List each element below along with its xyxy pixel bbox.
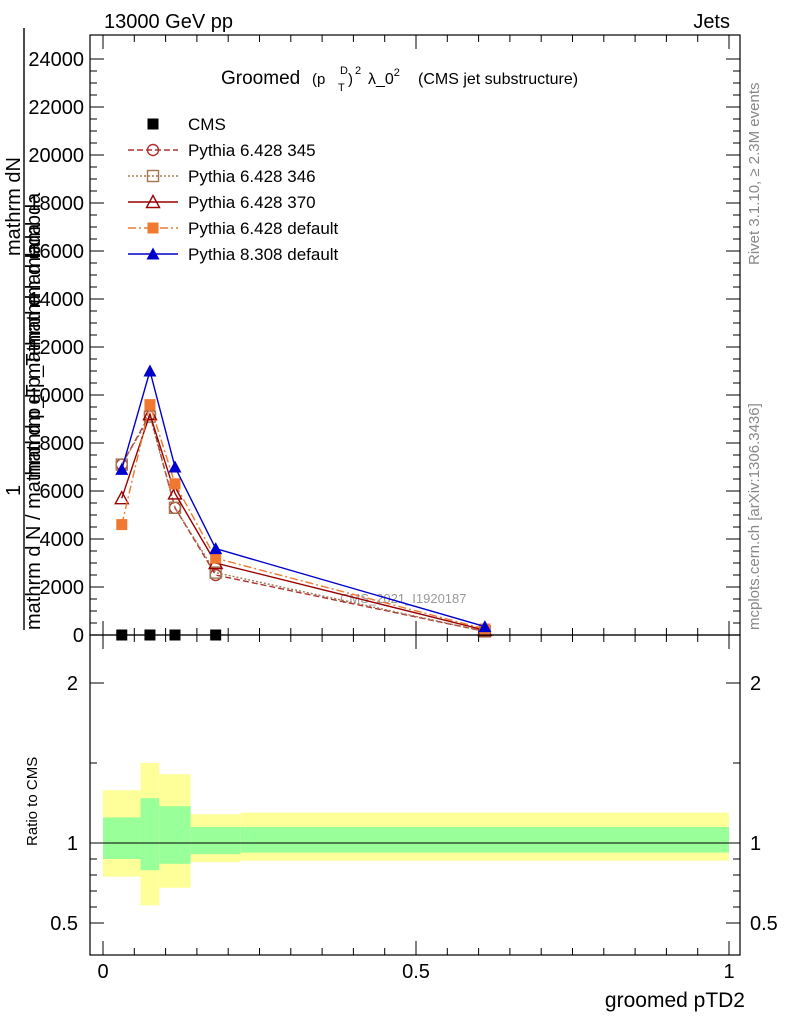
x-axis-label: groomed pTD2: [605, 989, 745, 1012]
y-tick-label: 6000: [40, 481, 85, 503]
y-label-line-4: mathrm d N / mathrm d p_T mathrm d lambd…: [23, 223, 45, 630]
legend-label: CMS: [188, 115, 226, 134]
plot-title-lambda-text: λ_0: [368, 71, 394, 88]
ratio-y-tick-label: 0.5: [50, 913, 78, 935]
y-tick-label: 0: [73, 625, 84, 647]
main-plot: 0 2000 4000 6000 8000 10000 12000 14000 16000 180…: [3, 28, 741, 647]
legend-label: Pythia 8.308 default: [188, 245, 339, 264]
data-point: [168, 501, 182, 514]
y-label-line-2: mathrm d p_T mathrm d lambda: [23, 192, 45, 478]
ratio-y-tick-label: 1: [67, 833, 78, 855]
ratio-band-green: [190, 827, 241, 855]
data-point: [144, 399, 156, 411]
legend-marker: [145, 194, 161, 209]
ratio-band-green: [103, 817, 141, 859]
ratio-bands: [103, 763, 729, 906]
data-point: [115, 462, 129, 475]
y-label-line-1: mathrm dN: [3, 157, 25, 256]
header-right: Jets: [693, 11, 730, 33]
plot-title-lambda-sup: 2: [394, 67, 400, 79]
ratio-y-tick-label-right: 0.5: [750, 913, 778, 935]
main-x-axis: [102, 35, 730, 635]
legend-marker: [146, 143, 160, 157]
y-tick-label: 22000: [28, 97, 84, 119]
data-point: [167, 485, 183, 500]
ratio-band-green: [240, 827, 729, 853]
data-point: [169, 478, 181, 490]
data-point: [114, 490, 130, 505]
series-line: [121, 414, 486, 633]
plot-title-word: Groomed: [221, 68, 300, 89]
legend-marker: [147, 222, 159, 234]
data-point: [210, 552, 222, 564]
data-point: [209, 542, 223, 555]
plot-title-subT: T: [338, 82, 345, 94]
y-tick-label: 24000: [28, 49, 84, 71]
ratio-y-tick-label-right: 1: [750, 833, 761, 855]
legend-marker: [146, 247, 160, 260]
data-point: [116, 519, 128, 531]
plot-title-tail: (CMS jet substructure): [418, 71, 578, 88]
plot-title-lambda: λ_02: [368, 67, 400, 88]
plot-title-main: Groomed: [221, 68, 300, 89]
y-tick-label: 18000: [28, 193, 84, 215]
x-tick-label: 0.5: [402, 961, 430, 983]
legend-label: Pythia 6.428 346: [188, 167, 316, 186]
side-label-bottom: mcplots.cern.ch [arXiv:1306.3436]: [746, 403, 763, 630]
ratio-band-green: [159, 806, 191, 864]
ratio-plot: 0.5 0.51 12 2 0 0.5 1 Ratio to CMS groomed pT…: [24, 634, 778, 1012]
ratio-y-tick-label: 2: [67, 673, 78, 695]
x-tick-label: 1: [723, 961, 734, 983]
series-line: [121, 401, 486, 630]
legend-label: Pythia 6.428 default: [188, 219, 339, 238]
plot-title-paren-close: ): [348, 71, 353, 88]
series-line: [121, 412, 486, 633]
legend: CMS Pythia 6.428 345 Pythia 6.428 346 Pythi…: [128, 115, 339, 264]
ratio-y-label: Ratio to CMS: [24, 757, 41, 846]
y-label-line-3: 1: [3, 485, 25, 496]
legend-marker: [147, 118, 159, 130]
ratio-y-tick-label-right: 2: [750, 673, 761, 695]
y-tick-label: 8000: [40, 433, 85, 455]
y-tick-label: 10000: [28, 385, 84, 407]
ratio-band-green: [140, 798, 160, 871]
legend-label: Pythia 6.428 370: [188, 193, 316, 212]
ratio-y-axis: 0.5 0.5 1 1 2 2: [50, 673, 778, 935]
plot-title-paren: (p: [312, 71, 325, 88]
data-point: [209, 568, 222, 582]
plot-title: Groomed (p D T ) 2 λ_02 (CMS jet substru…: [221, 65, 578, 94]
legend-label: Pythia 6.428 345: [188, 141, 316, 160]
legend-marker: [146, 169, 160, 183]
data-point: [209, 566, 222, 579]
ratio-x-axis: 0 0.5 1: [97, 635, 735, 983]
series-pythia-8-308-default: [115, 364, 492, 633]
ratio-plot-frame: [89, 634, 741, 956]
side-label-top: Rivet 3.1.10, ≥ 2.3M events: [746, 83, 763, 266]
data-point: [478, 620, 492, 633]
plot-title-sup2: 2: [355, 65, 361, 77]
y-axis-label: mathrm dN mathrm d p_T mathrm d lambda 1…: [3, 28, 45, 630]
data-point: [168, 460, 182, 473]
header-left: 13000 GeV pp: [104, 11, 233, 33]
y-tick-label: 14000: [28, 289, 84, 311]
y-tick-label: 2000: [40, 577, 85, 599]
x-tick-label: 0: [97, 961, 108, 983]
y-tick-label: 20000: [28, 145, 84, 167]
main-y-axis: 0 2000 4000 6000 8000 10000 12000 14000 16000 180…: [28, 49, 740, 647]
y-tick-label: 4000: [40, 529, 85, 551]
y-tick-label: 16000: [28, 241, 84, 263]
data-point: [143, 364, 157, 377]
y-tick-label: 12000: [28, 337, 84, 359]
plot-title-supD: D: [340, 65, 348, 77]
